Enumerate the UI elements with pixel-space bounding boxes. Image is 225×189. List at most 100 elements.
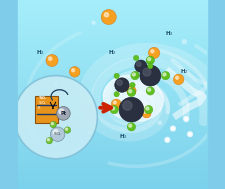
Circle shape: [148, 58, 151, 61]
Bar: [18, 9, 207, 13]
Bar: [18, 104, 207, 107]
Circle shape: [65, 128, 68, 130]
Circle shape: [166, 139, 169, 141]
Bar: [18, 57, 207, 60]
Circle shape: [47, 139, 50, 141]
Circle shape: [185, 118, 187, 120]
Bar: [18, 113, 207, 117]
Circle shape: [171, 126, 176, 131]
Bar: [18, 142, 207, 145]
Bar: [18, 176, 207, 180]
Circle shape: [46, 54, 58, 67]
Bar: [18, 173, 207, 176]
Bar: [18, 123, 207, 126]
Circle shape: [162, 71, 170, 80]
Circle shape: [114, 91, 119, 97]
Circle shape: [140, 65, 161, 86]
Bar: [18, 28, 207, 32]
Circle shape: [119, 97, 144, 122]
Bar: [18, 66, 207, 69]
Text: SiO$_2$: SiO$_2$: [53, 130, 62, 138]
Circle shape: [173, 74, 184, 85]
Bar: [18, 47, 207, 50]
Circle shape: [72, 69, 75, 72]
Circle shape: [187, 132, 192, 137]
Circle shape: [50, 127, 65, 141]
Circle shape: [163, 73, 166, 76]
Bar: [18, 32, 207, 35]
Circle shape: [111, 99, 121, 109]
Bar: [18, 107, 207, 110]
Circle shape: [151, 50, 154, 53]
Circle shape: [137, 62, 141, 67]
Bar: [18, 161, 207, 164]
Bar: [18, 120, 207, 123]
Circle shape: [146, 87, 154, 95]
Bar: [18, 79, 207, 82]
Circle shape: [127, 88, 135, 97]
Bar: [18, 180, 207, 183]
Circle shape: [49, 57, 52, 60]
Circle shape: [129, 90, 132, 93]
Bar: [18, 88, 207, 91]
Ellipse shape: [103, 75, 163, 121]
Circle shape: [133, 72, 139, 77]
Circle shape: [130, 82, 135, 88]
Bar: [18, 151, 207, 154]
Circle shape: [172, 127, 174, 130]
Text: H$_2$: H$_2$: [165, 29, 173, 39]
Bar: [18, 85, 207, 88]
Circle shape: [135, 60, 147, 72]
Bar: [18, 0, 207, 3]
Bar: [18, 129, 207, 132]
Bar: [18, 16, 207, 19]
Circle shape: [53, 130, 58, 135]
Bar: [18, 38, 207, 41]
Bar: [18, 35, 207, 38]
Bar: [18, 76, 207, 79]
Text: H$_2$: H$_2$: [36, 48, 45, 57]
Circle shape: [133, 55, 139, 61]
Text: H$_2$: H$_2$: [119, 132, 128, 141]
Circle shape: [129, 124, 132, 127]
Bar: [18, 98, 207, 101]
Circle shape: [143, 68, 151, 76]
Circle shape: [88, 130, 92, 134]
Bar: [18, 167, 207, 170]
Bar: [35, 96, 58, 123]
Circle shape: [46, 137, 52, 144]
Circle shape: [148, 64, 153, 69]
Circle shape: [114, 73, 119, 79]
Bar: [18, 25, 207, 28]
Circle shape: [142, 109, 151, 118]
Text: H$_2$: H$_2$: [108, 48, 117, 57]
Circle shape: [127, 86, 136, 95]
Circle shape: [50, 121, 56, 128]
Bar: [18, 154, 207, 157]
Text: SiO$_2$: SiO$_2$: [38, 99, 47, 107]
Bar: [18, 132, 207, 136]
Circle shape: [113, 101, 116, 104]
Bar: [18, 41, 207, 44]
Circle shape: [64, 127, 71, 133]
Text: TiO$_2$: TiO$_2$: [38, 94, 48, 102]
Circle shape: [117, 80, 122, 85]
Circle shape: [148, 47, 160, 59]
Bar: [18, 60, 207, 63]
Bar: [18, 82, 207, 85]
Circle shape: [56, 107, 70, 120]
Circle shape: [165, 137, 170, 142]
Bar: [18, 6, 207, 9]
Bar: [18, 126, 207, 129]
Bar: [18, 50, 207, 53]
Circle shape: [184, 117, 189, 122]
Bar: [18, 139, 207, 142]
Bar: [18, 186, 207, 189]
Circle shape: [123, 101, 132, 110]
Circle shape: [132, 73, 135, 76]
Bar: [18, 110, 207, 113]
Bar: [18, 101, 207, 104]
Bar: [18, 117, 207, 120]
Circle shape: [101, 9, 116, 25]
Bar: [18, 164, 207, 167]
